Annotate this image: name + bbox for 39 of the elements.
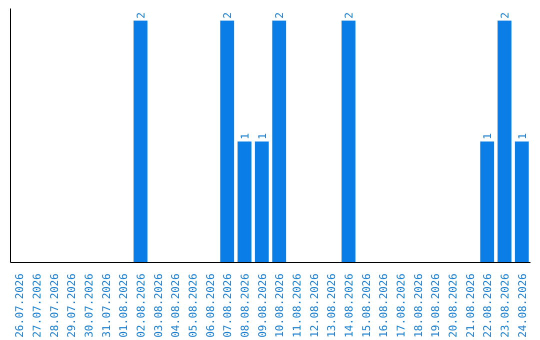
x-tick-label: 16.08.2026: [377, 274, 390, 338]
data-label: 2: [134, 12, 148, 19]
x-tick-label: 03.08.2026: [152, 274, 165, 338]
x-tick-label: 09.08.2026: [256, 274, 269, 338]
x-tick-label: 28.07.2026: [48, 274, 61, 338]
x-tick-label: 27.07.2026: [30, 274, 44, 338]
x-tick-label: 22.08.2026: [481, 274, 494, 338]
x-tick-label: 29.07.2026: [65, 274, 78, 338]
data-label: 2: [221, 12, 234, 19]
data-label: 1: [256, 133, 269, 140]
x-tick-label: 19.08.2026: [429, 274, 442, 338]
x-tick-label: 18.08.2026: [412, 274, 425, 338]
x-tick-label: 07.08.2026: [221, 274, 234, 338]
x-tick-label: 12.08.2026: [308, 274, 321, 338]
x-tick-label: 02.08.2026: [134, 274, 148, 338]
x-tick-label: 11.08.2026: [290, 274, 304, 338]
x-tick-label: 20.08.2026: [446, 274, 460, 338]
x-tick-label: 21.08.2026: [464, 274, 477, 338]
data-label: 1: [238, 133, 252, 140]
x-tick-label: 04.08.2026: [169, 274, 182, 338]
x-tick-label: 10.08.2026: [273, 274, 286, 338]
x-tick-label: 05.08.2026: [186, 274, 200, 338]
data-label: 2: [498, 12, 512, 19]
data-label: 1: [481, 133, 494, 140]
x-tick-label: 30.07.2026: [82, 274, 96, 338]
x-tick-label: 06.08.2026: [204, 274, 217, 338]
x-tick-label: 24.08.2026: [516, 274, 529, 338]
x-tick-label: 01.08.2026: [117, 274, 130, 338]
x-tick-label: 17.08.2026: [394, 274, 408, 338]
x-tick-label: 08.08.2026: [238, 274, 252, 338]
x-tick-label: 14.08.2026: [342, 274, 356, 338]
x-tick-label: 26.07.2026: [13, 274, 26, 338]
x-tick-label: 23.08.2026: [498, 274, 512, 338]
x-tick-label: 31.07.2026: [100, 274, 113, 338]
data-label: 2: [342, 12, 356, 19]
x-tick-label: 15.08.2026: [360, 274, 373, 338]
data-label: 2: [273, 12, 286, 19]
x-tick-label: 13.08.2026: [325, 274, 338, 338]
data-label: 1: [516, 133, 529, 140]
